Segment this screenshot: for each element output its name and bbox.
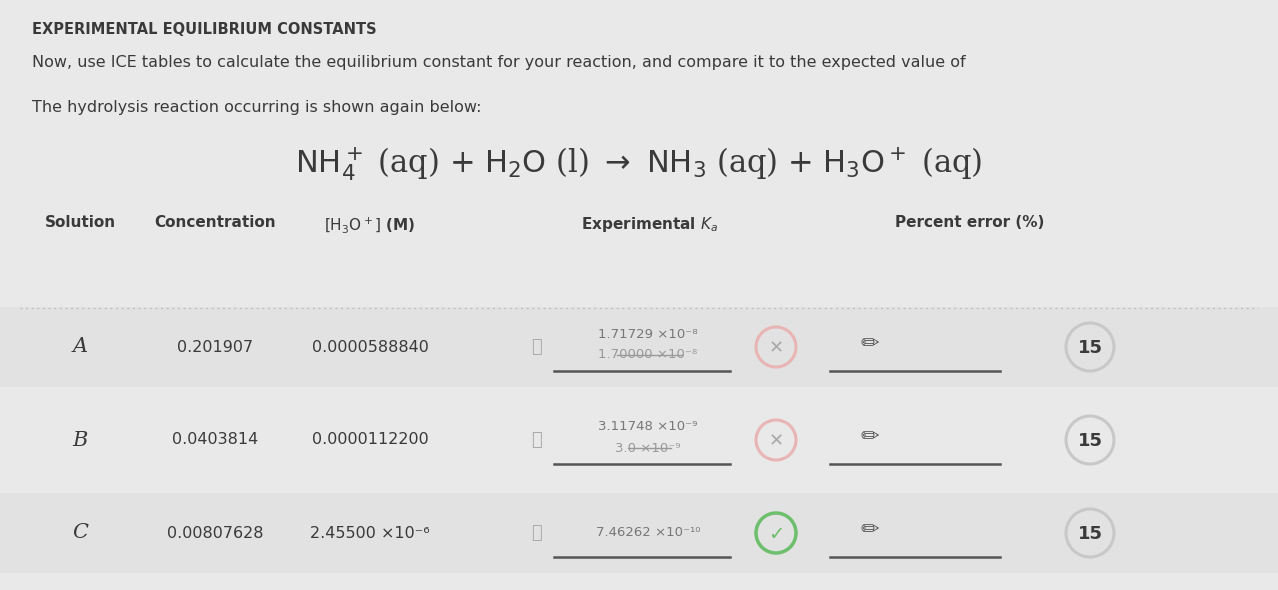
Text: 1.71729 ×10⁻⁸: 1.71729 ×10⁻⁸ (598, 327, 698, 340)
Text: EXPERIMENTAL EQUILIBRIUM CONSTANTS: EXPERIMENTAL EQUILIBRIUM CONSTANTS (32, 22, 377, 37)
Text: ✕: ✕ (768, 432, 783, 450)
Text: B: B (73, 431, 88, 450)
Text: ✏: ✏ (860, 520, 879, 540)
Text: ✏: ✏ (860, 334, 879, 354)
FancyBboxPatch shape (0, 493, 1278, 573)
Text: C: C (72, 523, 88, 542)
Text: Concentration: Concentration (155, 215, 276, 230)
Text: ✏: ✏ (860, 427, 879, 447)
Text: 0.0000112200: 0.0000112200 (312, 432, 428, 447)
Text: 3.0 ×10⁻⁹: 3.0 ×10⁻⁹ (615, 441, 681, 454)
Text: 7.46262 ×10⁻¹⁰: 7.46262 ×10⁻¹⁰ (596, 526, 700, 539)
Text: Now, use ICE tables to calculate the equilibrium constant for your reaction, and: Now, use ICE tables to calculate the equ… (32, 55, 966, 70)
Text: 15: 15 (1077, 339, 1103, 357)
Text: Solution: Solution (45, 215, 115, 230)
Text: $[\mathrm{H_3O^+}]$ (M): $[\mathrm{H_3O^+}]$ (M) (325, 215, 415, 235)
Text: 3.11748 ×10⁻⁹: 3.11748 ×10⁻⁹ (598, 421, 698, 434)
Text: ✓: ✓ (768, 525, 785, 543)
Text: Experimental $K_a$: Experimental $K_a$ (581, 215, 718, 234)
Text: ⚿: ⚿ (532, 338, 542, 356)
Text: 0.201907: 0.201907 (176, 339, 253, 355)
Text: ⚿: ⚿ (532, 524, 542, 542)
Text: The hydrolysis reaction occurring is shown again below:: The hydrolysis reaction occurring is sho… (32, 100, 482, 115)
Text: ⚿: ⚿ (532, 431, 542, 449)
Text: 0.0000588840: 0.0000588840 (312, 339, 428, 355)
Text: 0.00807628: 0.00807628 (166, 526, 263, 540)
Text: A: A (73, 337, 88, 356)
Text: 0.0403814: 0.0403814 (171, 432, 258, 447)
Text: 2.45500 ×10⁻⁶: 2.45500 ×10⁻⁶ (311, 526, 429, 540)
Text: 15: 15 (1077, 525, 1103, 543)
Text: 1.70000 ×10⁻⁸: 1.70000 ×10⁻⁸ (598, 349, 698, 362)
FancyBboxPatch shape (0, 307, 1278, 387)
Text: ✕: ✕ (768, 339, 783, 357)
Text: 15: 15 (1077, 432, 1103, 450)
Text: $\mathrm{NH_4^+}$ (aq) + $\mathrm{H_2O}$ (l) $\rightarrow$ $\mathrm{NH_3}$ (aq) : $\mathrm{NH_4^+}$ (aq) + $\mathrm{H_2O}$… (295, 145, 983, 183)
Text: Percent error (%): Percent error (%) (896, 215, 1044, 230)
